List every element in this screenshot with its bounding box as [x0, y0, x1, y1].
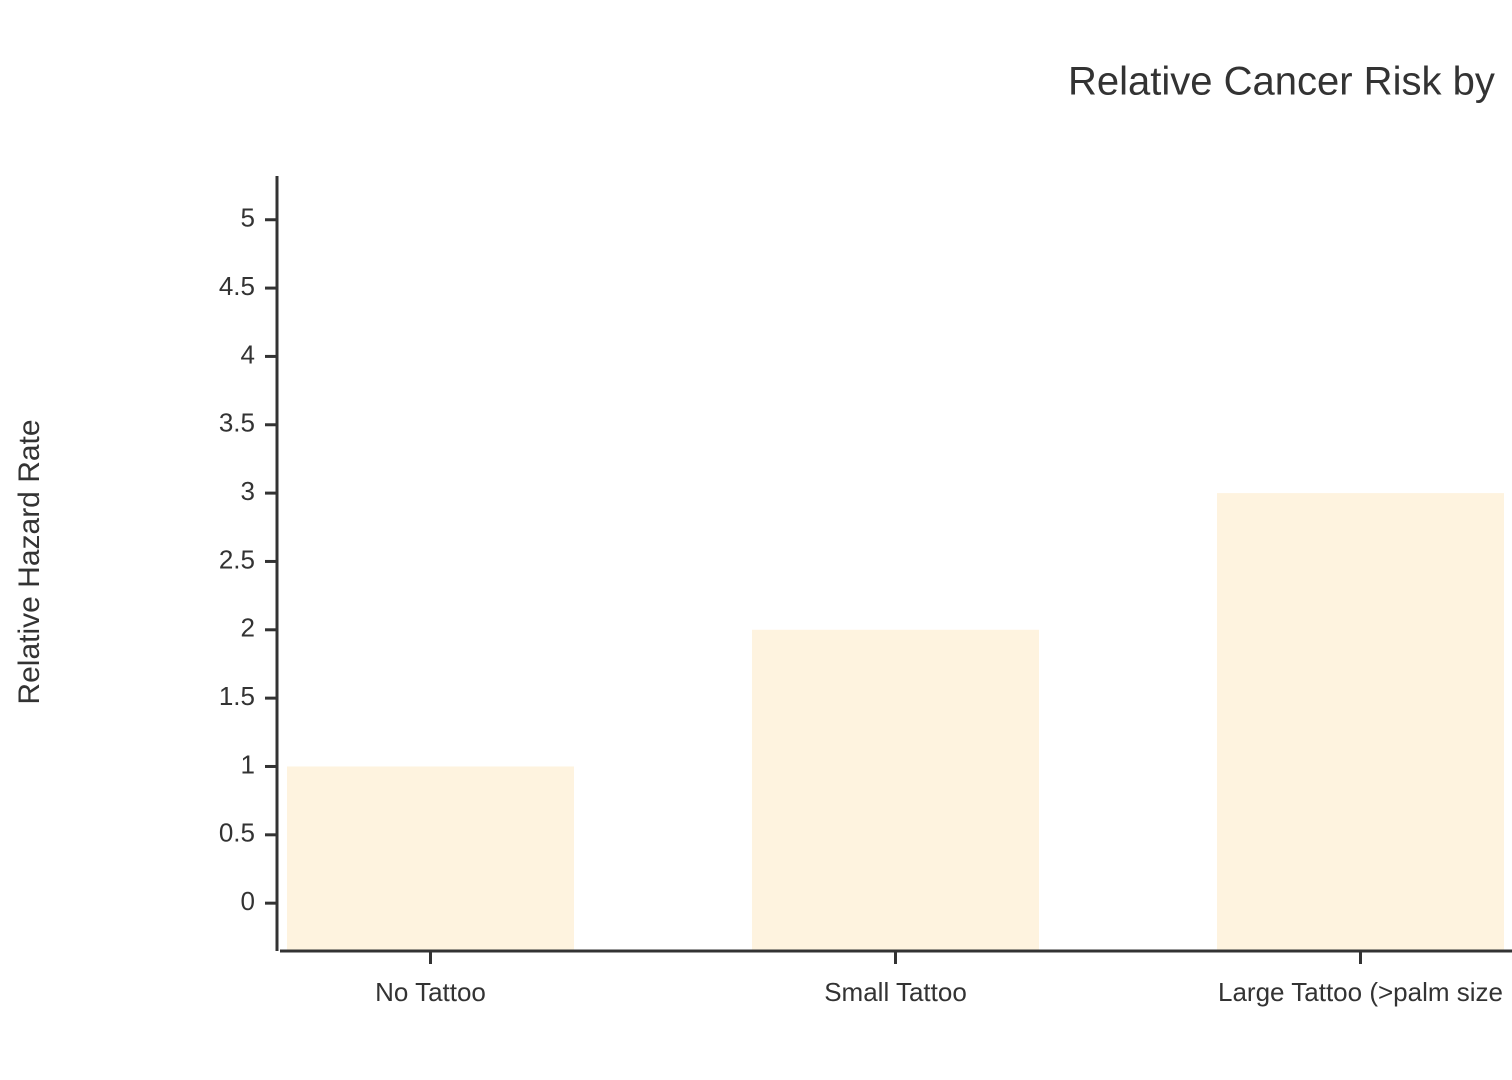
y-tick-label: 1.5 [219, 681, 255, 711]
x-tick-label: Small Tattoo [824, 977, 967, 1007]
y-tick-label: 4 [241, 339, 255, 369]
y-tick-label: 0.5 [219, 818, 255, 848]
bar [287, 766, 574, 951]
y-tick-label: 3.5 [219, 408, 255, 438]
chart-title: Relative Cancer Risk by [1068, 60, 1495, 104]
bar [752, 629, 1039, 951]
y-tick-label: 5 [241, 203, 255, 233]
x-tick-label: No Tattoo [375, 977, 486, 1007]
y-axis-title: Relative Hazard Rate [13, 419, 46, 704]
y-tick-label: 3 [241, 476, 255, 506]
y-tick-label: 1 [241, 749, 255, 779]
y-tick-label: 4.5 [219, 271, 255, 301]
y-tick-label: 0 [241, 886, 255, 916]
y-tick-label: 2 [241, 613, 255, 643]
x-tick-label: Large Tattoo (>palm size [1218, 977, 1503, 1007]
y-tick-label: 2.5 [219, 544, 255, 574]
bar [1217, 493, 1504, 951]
